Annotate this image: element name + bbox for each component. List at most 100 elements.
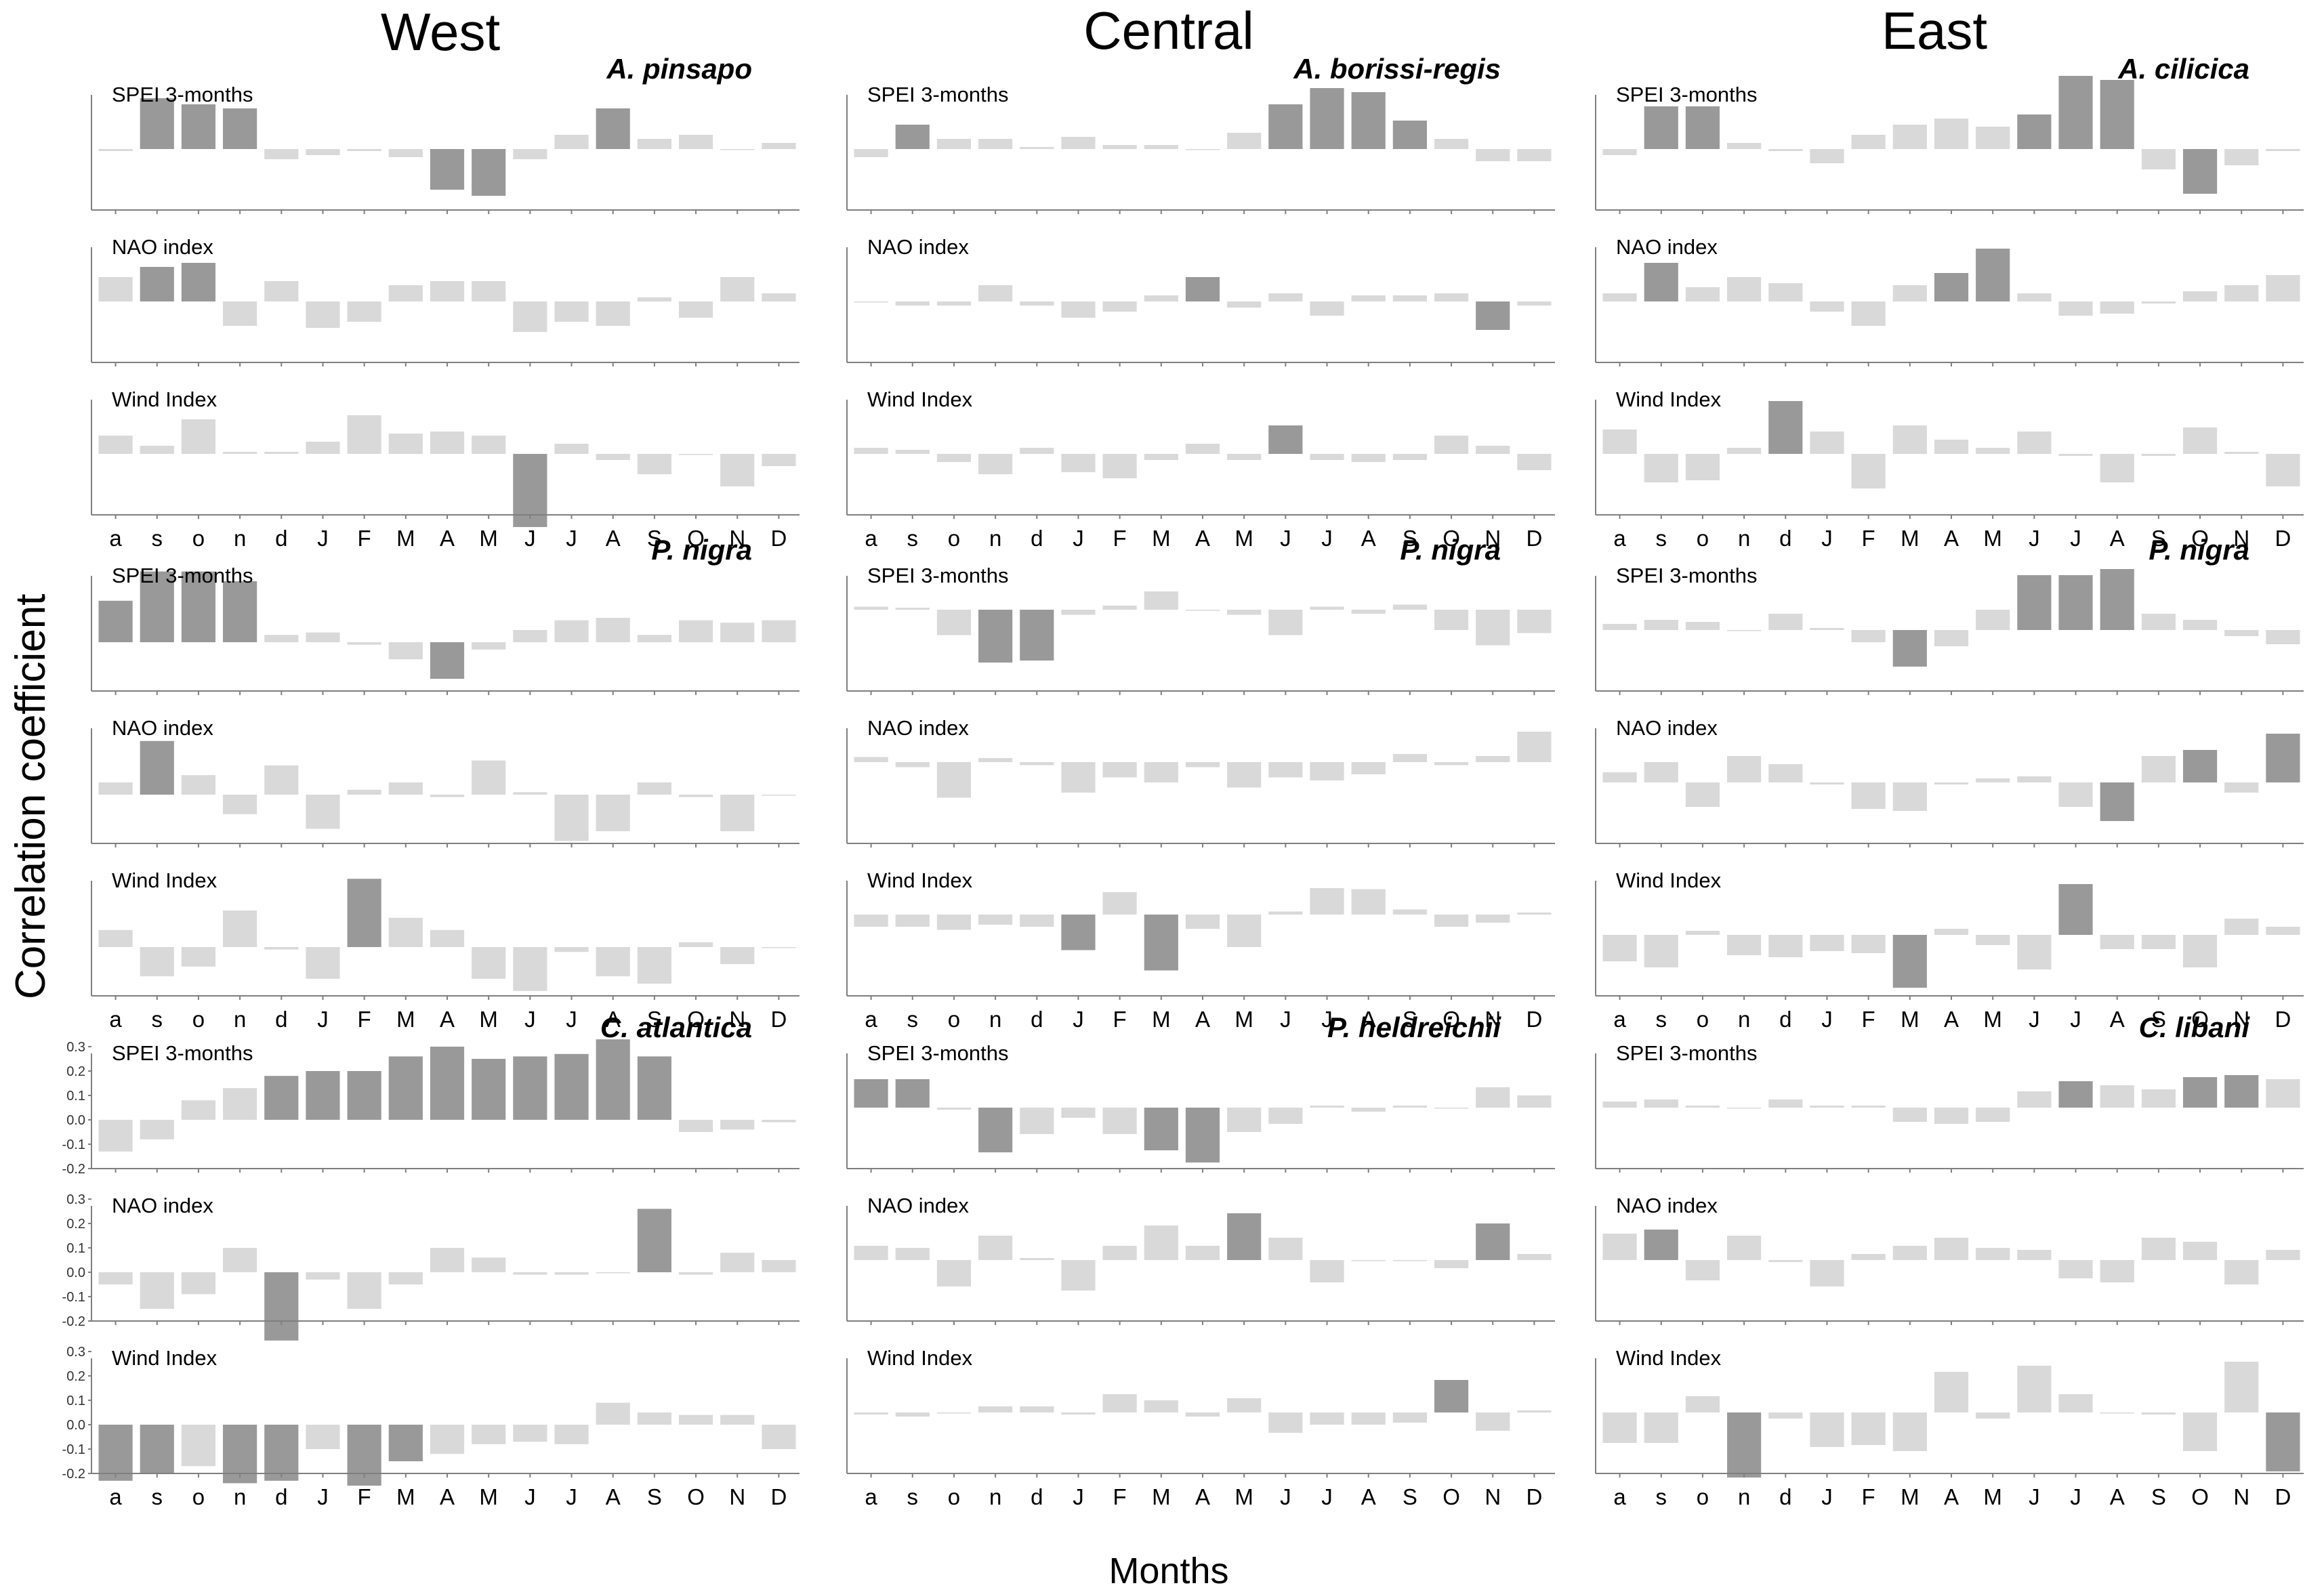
bar — [1061, 1108, 1096, 1118]
panel-label: NAO index — [1616, 235, 1718, 259]
month-label: o — [948, 1484, 960, 1509]
bar — [2017, 1366, 2052, 1412]
bar — [637, 1056, 671, 1120]
month-label: D — [770, 1484, 787, 1509]
bar — [1892, 1412, 1927, 1451]
bar — [472, 436, 506, 454]
month-label: J — [524, 526, 536, 551]
bar — [1476, 1412, 1510, 1431]
bar — [98, 782, 133, 795]
month-label: d — [1779, 1007, 1791, 1032]
species-label: P. nigra — [651, 534, 752, 566]
bar — [2100, 301, 2134, 314]
month-label: S — [2151, 526, 2166, 551]
species-label: C. atlantica — [600, 1011, 752, 1043]
bar — [1310, 454, 1344, 460]
bar — [895, 608, 930, 610]
month-label: J — [2070, 1484, 2081, 1509]
bar — [1810, 1260, 1844, 1286]
bar — [1768, 1099, 1803, 1108]
bar — [264, 452, 299, 454]
month-label: N — [729, 1484, 745, 1509]
bar — [895, 125, 930, 149]
bar — [1976, 1412, 2010, 1419]
month-label: A — [1361, 1484, 1376, 1509]
bar — [978, 1406, 1013, 1412]
bar — [720, 1253, 755, 1272]
bar — [1102, 145, 1137, 149]
month-label: J — [1073, 526, 1084, 551]
bar — [1185, 610, 1220, 611]
bar — [1268, 1412, 1303, 1433]
bar — [223, 795, 257, 814]
month-label: s — [1656, 1007, 1667, 1032]
month-label: F — [358, 1007, 371, 1032]
month-label: N — [1485, 1484, 1501, 1509]
bar — [2017, 776, 2052, 782]
bar — [596, 301, 630, 326]
bar — [1227, 610, 1262, 615]
month-label: N — [729, 1007, 745, 1032]
month-label: J — [2070, 1007, 2081, 1032]
bar — [1602, 430, 1637, 454]
bar — [1144, 295, 1178, 301]
bar — [2182, 1242, 2218, 1260]
bar — [2141, 1089, 2176, 1108]
bar — [2017, 432, 2052, 454]
month-label: A — [606, 1007, 621, 1032]
panel-label: NAO index — [1616, 716, 1718, 740]
month-label: D — [1526, 526, 1542, 551]
month-label: J — [317, 1484, 329, 1509]
bar — [1434, 436, 1469, 454]
bar — [1602, 293, 1637, 301]
month-label: J — [566, 526, 577, 551]
month-label: D — [770, 1007, 787, 1032]
bar — [1434, 139, 1469, 149]
y-tick-label: -0.1 — [62, 1137, 85, 1152]
month-label: O — [687, 526, 705, 551]
bar — [1144, 915, 1178, 971]
month-label: s — [907, 1007, 919, 1032]
bar — [472, 1425, 506, 1444]
bar — [1644, 620, 1678, 630]
bar — [1892, 782, 1927, 811]
bar — [2100, 80, 2134, 149]
bar — [1476, 301, 1510, 330]
month-label: o — [192, 1007, 205, 1032]
bar — [2266, 927, 2300, 935]
bar — [2100, 454, 2134, 482]
bar — [1810, 628, 1844, 630]
bar — [430, 1047, 465, 1120]
bar — [978, 758, 1013, 762]
month-label: o — [948, 1007, 960, 1032]
bar — [1392, 1260, 1427, 1261]
month-label: O — [1443, 1484, 1460, 1509]
bar — [1602, 1412, 1637, 1443]
bar — [554, 1272, 589, 1275]
bar — [762, 795, 796, 796]
bar — [678, 1415, 713, 1425]
bar — [720, 623, 755, 642]
y-tick-label: 0.2 — [66, 1064, 85, 1079]
month-label: D — [770, 526, 787, 551]
bar — [1644, 263, 1678, 301]
month-label: N — [729, 526, 745, 551]
bar — [1727, 935, 1762, 955]
panel-label: SPEI 3-months — [867, 564, 1009, 587]
bar — [98, 1272, 133, 1284]
bar — [936, 610, 972, 635]
bar — [1102, 1108, 1137, 1134]
panel-label: NAO index — [112, 1194, 213, 1217]
bar — [1768, 1260, 1803, 1262]
bar — [1185, 277, 1220, 301]
bar — [1020, 1258, 1054, 1260]
bar — [388, 642, 423, 660]
bar — [1851, 301, 1886, 326]
bar — [181, 571, 216, 642]
month-label: a — [1613, 1484, 1626, 1509]
bar — [978, 1236, 1013, 1260]
bar — [2224, 1260, 2259, 1284]
bar — [978, 610, 1013, 663]
bar — [1351, 92, 1386, 149]
